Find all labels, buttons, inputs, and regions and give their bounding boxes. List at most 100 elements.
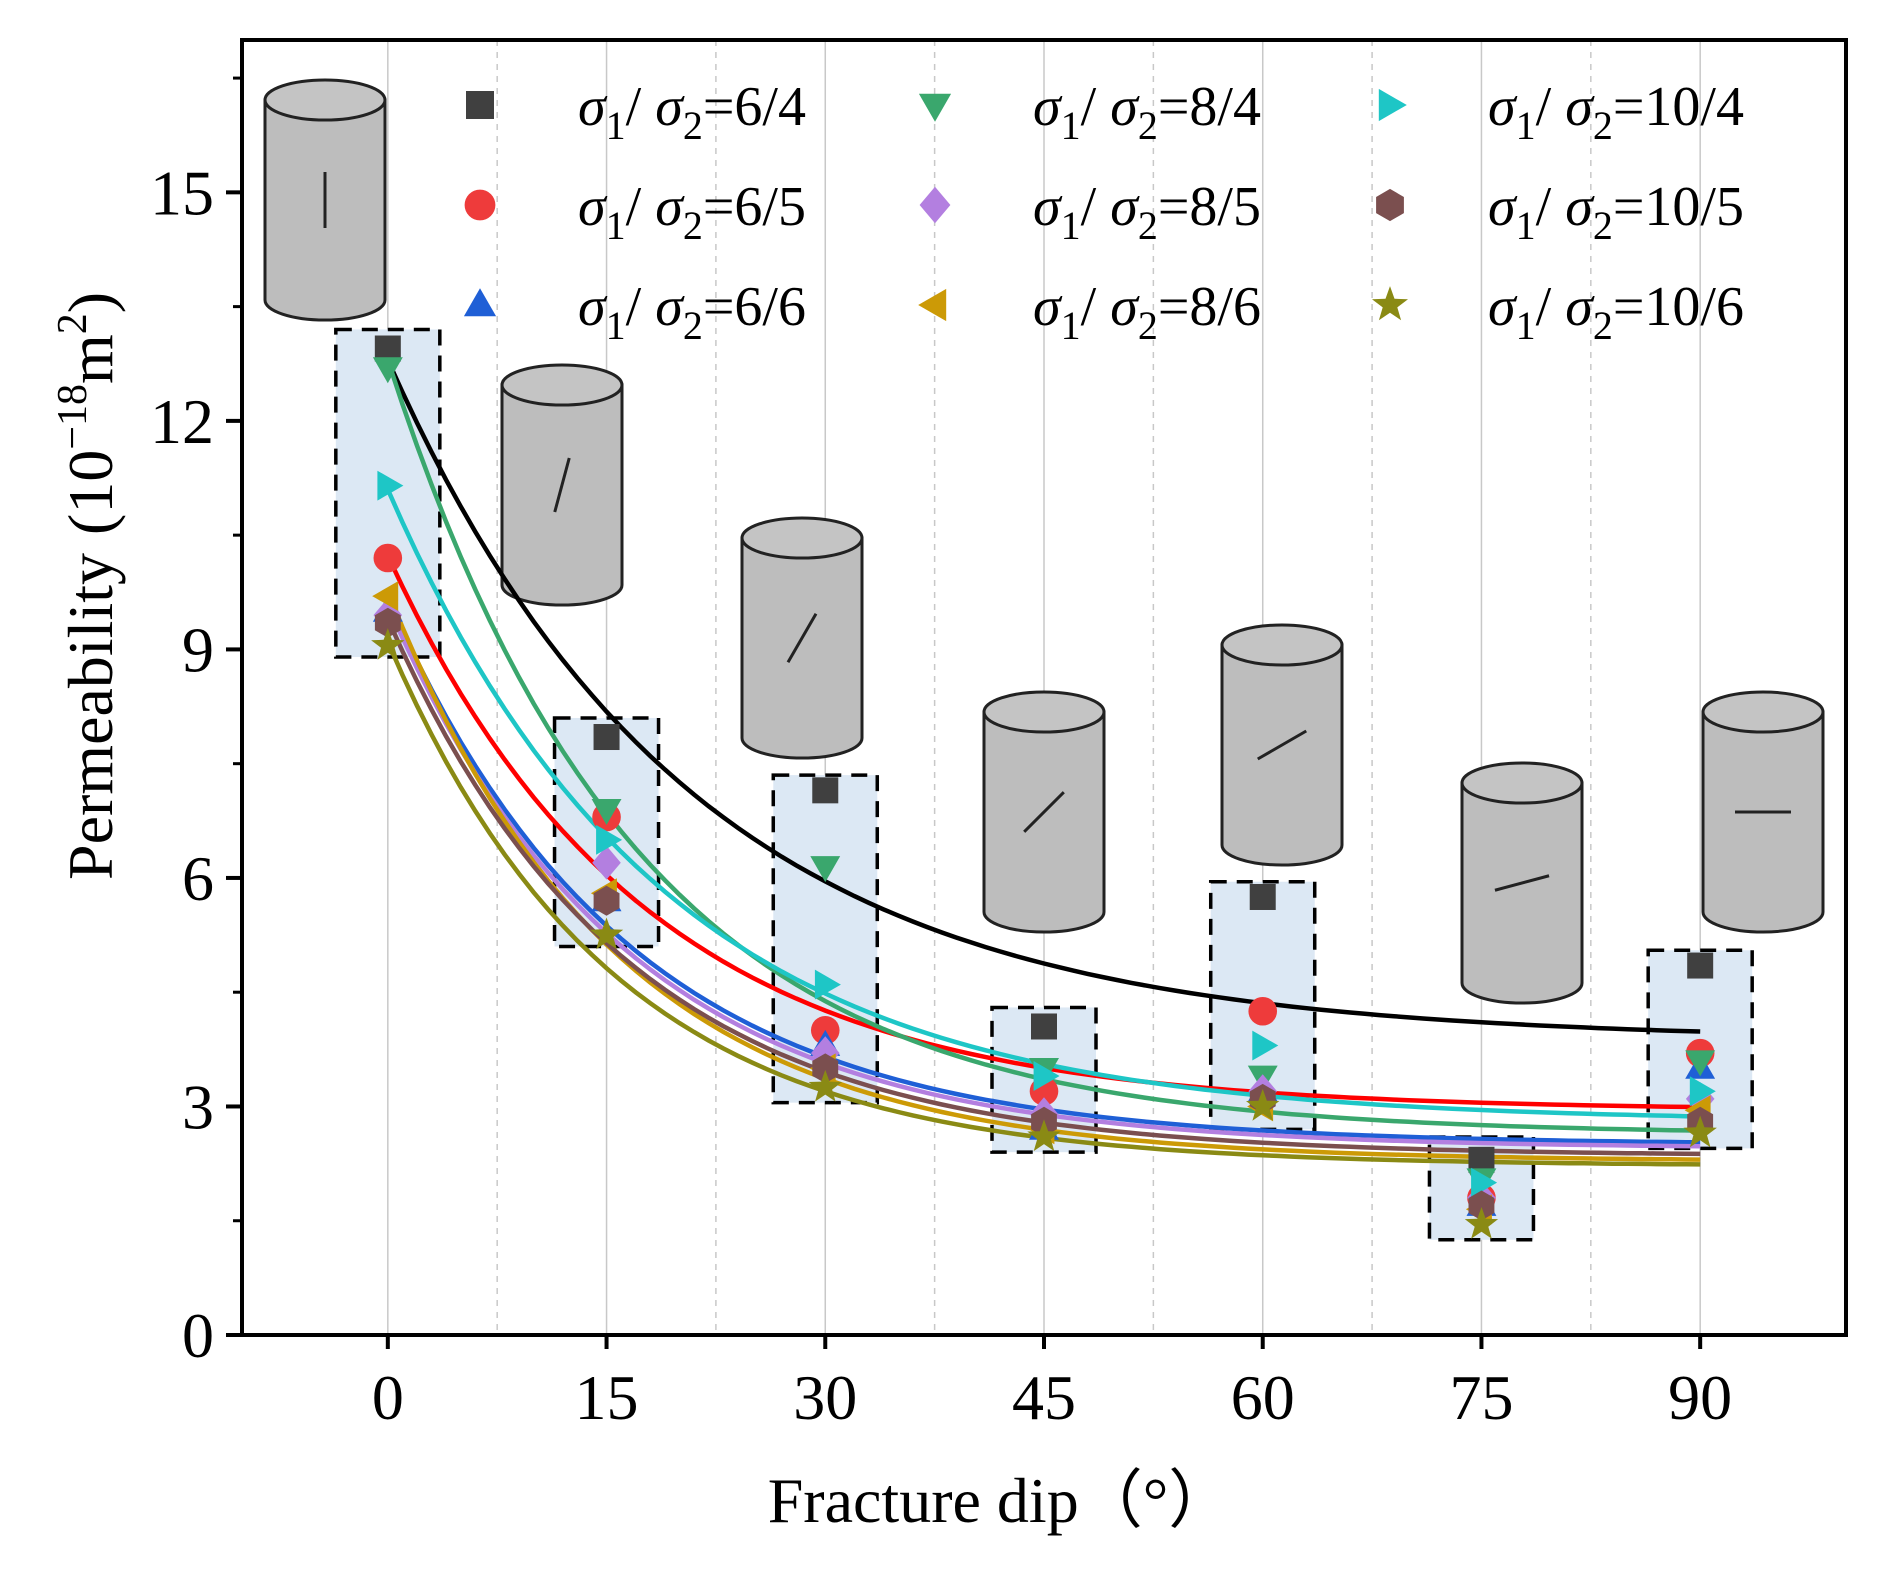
data-point [589,917,624,950]
data-point [593,724,620,751]
fracture-specimens [263,78,1825,1005]
legend-label: σ1/ σ2=6/4 [578,76,806,148]
specimen-top [1220,623,1344,667]
legend-marker [1378,88,1407,122]
data-points [371,335,1717,1239]
data-point [1249,883,1276,910]
legend-label-part: 1 [606,103,626,148]
data-point [591,799,622,825]
legend-label-part: 1 [1061,103,1081,148]
specimen-top [500,363,624,407]
data-point [593,885,620,916]
specimen-fracture-line [553,457,571,513]
legend-label-part: 2 [1593,203,1613,248]
y-axis-label: Permeability [55,553,126,880]
y-tick-label: 3 [182,1071,214,1142]
specimen-body [740,536,864,760]
data-point [1246,1088,1280,1121]
legend-label-part: σ [1110,176,1140,238]
legend-label: σ1/ σ2=10/4 [1488,76,1744,148]
specimen-body [982,710,1106,934]
legend-label-part: / [626,276,656,338]
legend-marker [463,288,497,317]
legend-label-part: 1 [1516,103,1536,148]
specimen-body [1701,710,1825,934]
legend-label-part: 1 [1061,303,1081,348]
y-axis-unit-exp2: 2 [50,313,96,334]
legend-item-10-6: σ1/ σ2=10/6 [1372,276,1744,348]
legend-item-8-5: σ1/ σ2=8/5 [919,176,1261,248]
x-tick-label: 90 [1668,1362,1732,1433]
legend-label-part: 2 [1138,303,1158,348]
y-axis-title-text: Permeability (10−18m2) [50,292,126,880]
legend-label-part: =8/5 [1158,176,1261,238]
legend-label-part: 2 [1593,303,1613,348]
y-axis-unit-exp: −18 [50,384,96,450]
data-point [1033,1061,1060,1091]
legend-label-part: σ [1033,276,1063,338]
legend-label-part: 1 [606,303,626,348]
legend-label-part: σ [655,176,685,238]
data-point [377,470,404,501]
legend-label-part: σ [1110,76,1140,138]
range-boxes [334,327,1754,1242]
legend-label-part: σ [1488,276,1518,338]
legend-label-part: σ [1488,176,1518,238]
legend-label-part: / [1536,276,1566,338]
specimen-top [1460,761,1584,805]
data-point [373,543,403,573]
x-axis-title: Fracture dip（°） [768,1465,1233,1536]
legend-label-part: 2 [1138,203,1158,248]
data-point [374,607,401,638]
legend-label-part: / [1081,76,1111,138]
data-point [814,969,841,1000]
legend-label: σ1/ σ2=6/6 [578,276,806,348]
y-axis-unit-m: m [55,334,126,384]
y-tick-label: 9 [182,614,214,685]
legend-label-part: σ [578,76,608,138]
data-point [811,1036,840,1070]
legend-label-part: / [1081,276,1111,338]
fracture-specimen [1220,623,1344,867]
specimen-top [982,690,1106,734]
data-point [810,856,841,883]
legend-label-part: =10/4 [1613,76,1744,138]
legend-label: σ1/ σ2=10/6 [1488,276,1744,348]
legend-label-part: =8/4 [1158,76,1261,138]
legend-label-part: =6/4 [703,76,806,138]
legend-marker [466,91,494,119]
specimen-top [263,78,387,122]
data-point [812,1053,839,1084]
data-point [596,824,623,855]
legend-label-part: σ [1110,276,1140,338]
legend-label-part: =8/6 [1158,276,1261,338]
legend-marker [918,288,947,322]
data-point [1683,1115,1717,1148]
specimen-fracture-line [1257,729,1307,761]
y-axis-unit-post: ) [55,292,126,313]
specimen-fracture-line [1023,791,1065,833]
fracture-specimen [1701,690,1825,934]
legend-label-part: / [1536,176,1566,238]
legend-label-part: 1 [1061,203,1081,248]
data-point [1471,1167,1498,1198]
legend-label-part: =6/6 [703,276,806,338]
legend-label: σ1/ σ2=8/6 [1033,276,1261,348]
specimen-body [1460,781,1584,1005]
data-point [1031,1013,1057,1040]
legend-label-part: =10/6 [1613,276,1744,338]
data-point [1685,1050,1716,1077]
legend-label: σ1/ σ2=10/5 [1488,176,1744,248]
fit-curve-6-4 [385,358,1701,1034]
legend-item-6-5: σ1/ σ2=6/5 [464,176,806,248]
legend-label-part: σ [1565,76,1595,138]
data-point [1687,952,1714,979]
legend-item-8-4: σ1/ σ2=8/4 [918,76,1261,148]
x-tick-label: 60 [1231,1362,1295,1433]
legend-label-part: 2 [1593,103,1613,148]
legend-label-part: σ [578,176,608,238]
legend-label-part: / [1081,176,1111,238]
specimen-fracture-line [1494,874,1550,892]
data-point [372,581,399,611]
